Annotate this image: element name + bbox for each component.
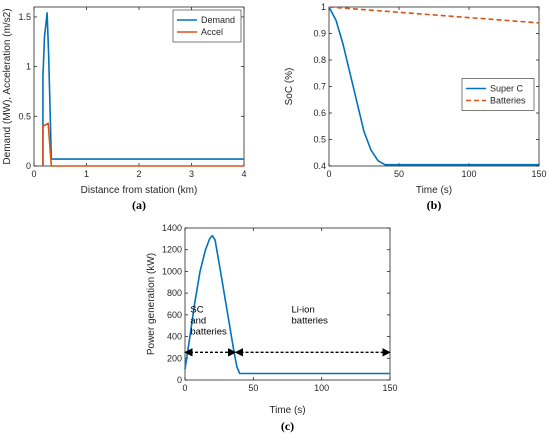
legend-entry: Super C <box>490 84 524 94</box>
y-axis-label: Power generation (kW) <box>146 253 157 355</box>
x-tick-label: 1 <box>84 169 89 179</box>
y-tick-label: 1000 <box>162 266 182 276</box>
y-tick-label: 0.5 <box>18 111 31 121</box>
y-tick-label: 1.5 <box>18 12 31 22</box>
y-tick-label: 1400 <box>162 223 182 233</box>
series-line-batteries <box>328 6 540 24</box>
y-tick-label: 0.9 <box>313 29 326 39</box>
x-tick-label: 2 <box>136 169 141 179</box>
y-tick-label: 600 <box>167 310 182 320</box>
y-tick-label: 1200 <box>162 245 182 255</box>
chart-a: 0 1 2 3 4 0 0.5 1 1.5 Distance from station (km) D… <box>2 6 247 212</box>
legend: Demand Accel <box>172 9 242 43</box>
legend-entry: Batteries <box>490 96 526 106</box>
x-tick-label: 100 <box>461 169 476 179</box>
panel-caption: (b) <box>427 198 442 212</box>
x-tick-label: 0 <box>326 169 331 179</box>
x-tick-label: 100 <box>314 383 329 393</box>
y-tick-label: 400 <box>167 332 182 342</box>
y-axis-label: SoC (%) <box>284 68 295 106</box>
x-tick-label: 150 <box>382 383 397 393</box>
x-tick-label: 0 <box>31 169 36 179</box>
x-tick-label: 3 <box>189 169 194 179</box>
x-axis-label: Distance from station (km) <box>81 185 198 196</box>
y-tick-label: 1 <box>321 2 326 12</box>
legend-entry: Demand <box>201 15 235 25</box>
series-line-0 <box>184 234 390 375</box>
y-tick-label: 0.4 <box>313 161 326 171</box>
annotation-text: batteries <box>292 316 329 327</box>
x-tick-label: 50 <box>394 169 404 179</box>
y-tick-label: 0.5 <box>313 135 326 145</box>
y-tick-label: 0 <box>177 375 182 385</box>
chart-b: 0 50 100 150 0.4 0.5 0.6 0.7 0.8 0.9 1 Time (s) SoC … <box>284 2 547 212</box>
x-axis-label: Time (s) <box>269 405 305 416</box>
y-tick-label: 0.8 <box>313 55 326 65</box>
x-tick-label: 4 <box>241 169 246 179</box>
y-tick-label: 1 <box>26 62 31 72</box>
y-tick-label: 0.7 <box>313 82 326 92</box>
y-axis-label: Demand (MW), Acceleration (m/s2) <box>2 8 13 164</box>
y-tick-label: 800 <box>167 288 182 298</box>
annotation-text: SC <box>190 305 203 316</box>
annotation-text: and <box>190 316 206 327</box>
panel-caption: (c) <box>281 419 294 433</box>
x-axis-label: Time (s) <box>416 185 452 196</box>
x-tick-label: 0 <box>182 383 187 393</box>
legend: Super C Batteries <box>461 78 535 111</box>
x-tick-label: 150 <box>531 169 546 179</box>
annotation-text: Li-ion <box>292 305 315 316</box>
y-tick-label: 0 <box>26 161 31 171</box>
plot-area <box>184 227 391 381</box>
series-line-super-c <box>328 6 539 166</box>
legend-entry: Accel <box>201 27 223 37</box>
series-line-accel <box>42 122 244 167</box>
panel-caption: (a) <box>132 198 146 212</box>
legend-box <box>461 78 535 111</box>
y-tick-label: 0.6 <box>313 108 326 118</box>
chart-c: 0 50 100 150 0 200 400 600 800 1000 1200 1400 Time (… <box>146 223 398 433</box>
annotation-text: batteries <box>190 327 227 338</box>
y-tick-label: 200 <box>167 353 182 363</box>
x-tick-label: 50 <box>248 383 258 393</box>
legend-box <box>172 9 242 43</box>
